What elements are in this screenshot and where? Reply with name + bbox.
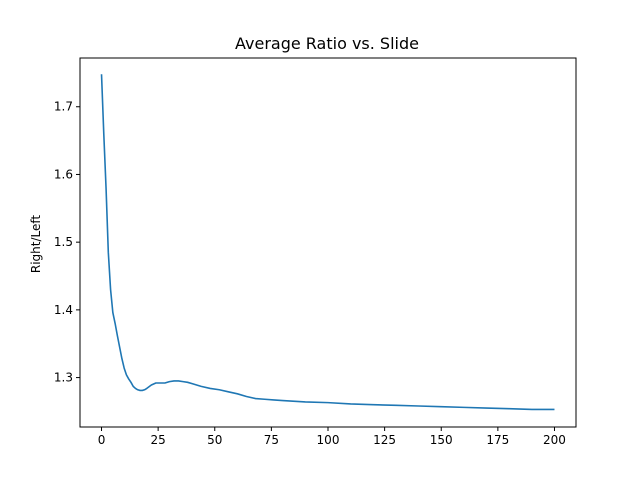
y-tick-label: 1.6 xyxy=(54,167,73,181)
x-tick-label: 175 xyxy=(486,433,509,447)
y-axis-ticks: 1.3 1.4 1.5 1.6 1.7 xyxy=(54,100,80,385)
chart-title: Average Ratio vs. Slide xyxy=(235,34,419,53)
series-line xyxy=(100,74,555,411)
y-tick-label: 1.4 xyxy=(54,303,73,317)
x-tick-label: 125 xyxy=(373,433,396,447)
y-axis-label: Right/Left xyxy=(29,215,43,274)
x-tick-label: 100 xyxy=(317,433,340,447)
x-tick-label: 50 xyxy=(207,433,222,447)
y-tick-label: 1.7 xyxy=(54,100,73,114)
x-tick-label: 200 xyxy=(543,433,566,447)
x-tick-label: 150 xyxy=(430,433,453,447)
y-tick-label: 1.5 xyxy=(54,235,73,249)
x-tick-label: 25 xyxy=(150,433,165,447)
y-tick-label: 1.3 xyxy=(54,371,73,385)
plot-frame xyxy=(79,57,577,428)
x-tick-label: 75 xyxy=(264,433,279,447)
x-axis-ticks: 0 25 50 75 100 125 150 175 200 xyxy=(98,427,566,447)
x-tick-label: 0 xyxy=(98,433,106,447)
plot-area xyxy=(100,74,555,411)
